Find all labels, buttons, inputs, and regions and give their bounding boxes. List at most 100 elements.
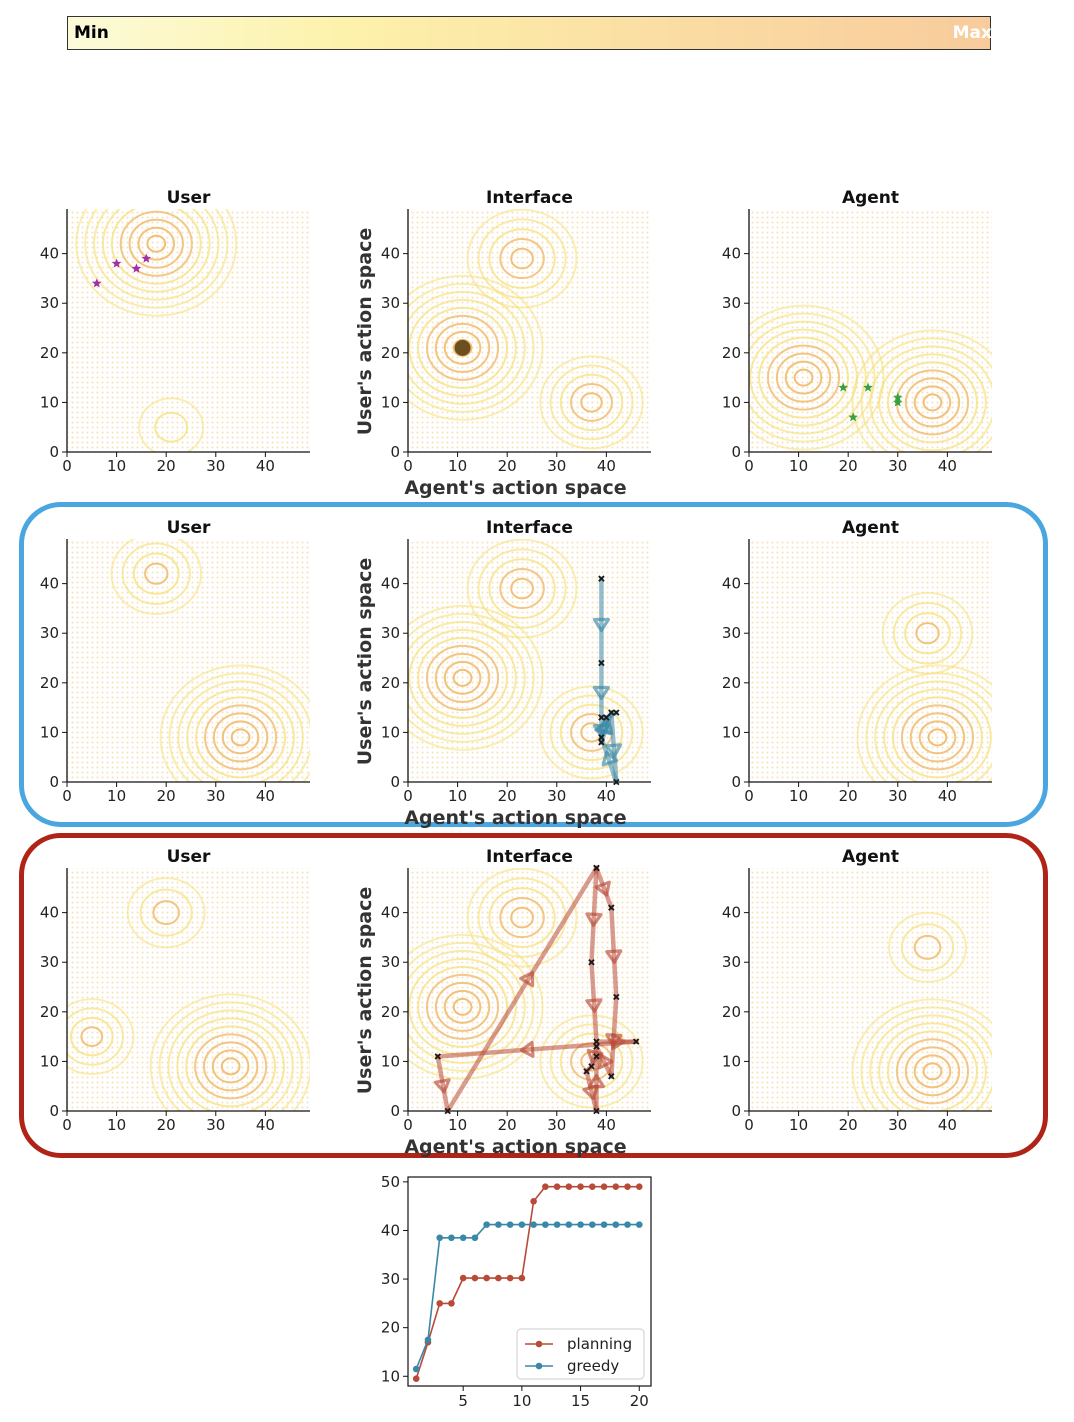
star-marker xyxy=(111,258,122,268)
trajectory-segment xyxy=(445,865,599,1114)
y-tick-label: 0 xyxy=(49,773,59,791)
contour-lines xyxy=(75,209,238,452)
data-point-planning xyxy=(506,1274,514,1282)
contour-ring xyxy=(466,868,578,968)
panel-greedy-user: 00 10 10 20 20 30 30 40 40 User xyxy=(40,518,310,805)
trajectory-point-marker xyxy=(593,864,600,872)
contour-ring xyxy=(559,373,624,432)
contour-ring xyxy=(466,539,578,639)
x-tick-label: 0 xyxy=(403,787,413,805)
trajectory-point-marker xyxy=(588,958,595,966)
panel-title-agent: Agent xyxy=(842,847,899,867)
contour-ring xyxy=(488,887,556,948)
contour-ring xyxy=(900,923,955,972)
contour-ring xyxy=(84,209,229,309)
y-tick-label: 10 xyxy=(381,393,400,411)
contour-ring xyxy=(869,1014,992,1111)
selection-circle-marker xyxy=(454,339,471,356)
contour-ring xyxy=(158,1001,303,1111)
x-tick-label: 10 xyxy=(789,457,808,475)
x-tick-label: 20 xyxy=(839,787,858,805)
contour-lines xyxy=(408,539,644,780)
trajectory-point-marker xyxy=(608,709,615,716)
panel-title-user: User xyxy=(167,847,211,867)
x-tick-label: 10 xyxy=(107,787,126,805)
x-marker-stroke xyxy=(434,1053,441,1060)
y-tick-label: 0 xyxy=(49,443,59,461)
data-point-planning xyxy=(448,1300,455,1307)
data-point-greedy xyxy=(565,1221,573,1228)
star-marker xyxy=(863,382,873,392)
y-axis-label: User's action space xyxy=(354,887,376,1095)
y-tick-label: 10 xyxy=(40,1052,59,1070)
x-tick-label: 40 xyxy=(256,457,275,475)
legend-marker-greedy xyxy=(535,1362,543,1370)
contour-ring xyxy=(510,577,534,600)
y-tick-label: 30 xyxy=(40,294,59,312)
contour-ring xyxy=(146,234,167,253)
y-tick-label: 40 xyxy=(381,245,400,263)
contour-ring xyxy=(499,897,545,939)
x-tick-label: 20 xyxy=(498,787,517,805)
contour-ring xyxy=(220,1057,241,1076)
data-point-greedy xyxy=(600,1221,608,1228)
contour-ring xyxy=(93,209,220,301)
contour-ring xyxy=(185,1025,277,1108)
y-tick-label: 20 xyxy=(381,344,400,362)
trajectory-point-marker xyxy=(598,739,605,746)
contour-ring xyxy=(434,652,491,703)
contour-ring xyxy=(211,1049,250,1084)
contour-ring xyxy=(408,628,517,727)
trajectory-point-marker xyxy=(613,778,620,786)
trajectory-greedy xyxy=(592,575,623,786)
contour-ring xyxy=(425,314,500,381)
contour-lines xyxy=(110,539,310,782)
contour-ring xyxy=(904,377,961,428)
contour-ring xyxy=(408,620,526,735)
contour-ring xyxy=(144,562,169,585)
contour-ring xyxy=(176,1017,285,1111)
y-tick-label: 10 xyxy=(40,393,59,411)
data-point-planning xyxy=(577,1183,584,1191)
contour-ring xyxy=(128,218,184,269)
data-point-planning xyxy=(412,1375,420,1383)
contour-ring xyxy=(221,720,260,755)
trajectory-point-marker xyxy=(598,575,605,582)
colorbar-max-label: Max xyxy=(952,23,992,43)
trajectory-point-marker xyxy=(434,1053,441,1060)
y-tick-label: 0 xyxy=(390,1102,400,1120)
x-tick-label: 30 xyxy=(206,787,225,805)
trajectory-point-marker xyxy=(583,1068,590,1075)
contour-ring xyxy=(874,680,992,782)
trajectory-point-marker xyxy=(593,1053,600,1060)
panel-dot-grid xyxy=(749,539,992,782)
contour-ring xyxy=(212,712,269,763)
trajectory-arrow-icon xyxy=(594,880,611,897)
x-tick-label: 10 xyxy=(448,457,467,475)
contour-ring xyxy=(913,1054,952,1089)
x-tick-label: 0 xyxy=(403,457,413,475)
y-tick-label: 40 xyxy=(40,245,59,263)
x-tick-label: 10 xyxy=(789,1116,808,1134)
contour-ring xyxy=(766,344,841,411)
data-point-greedy xyxy=(553,1221,561,1228)
x-tick-label: 40 xyxy=(938,787,957,805)
contour-ring xyxy=(758,336,849,419)
panel-title-agent: Agent xyxy=(842,188,899,208)
contour-ring xyxy=(408,274,544,421)
data-point-greedy xyxy=(459,1234,467,1242)
contour-ring xyxy=(488,228,556,289)
contour-ring xyxy=(425,973,500,1040)
trajectory-arrow-icon xyxy=(519,1040,535,1058)
line-chart-y-tick-label: 30 xyxy=(381,1270,400,1288)
contour-ring xyxy=(559,703,624,762)
line-chart-y-tick-label: 20 xyxy=(381,1319,400,1337)
contour-ring xyxy=(80,1026,104,1047)
contour-ring xyxy=(119,210,193,277)
contour-ring xyxy=(434,981,491,1032)
contour-ring xyxy=(915,622,940,645)
panel-title-interface: Interface xyxy=(486,847,573,867)
y-tick-label: 30 xyxy=(381,294,400,312)
x-marker-stroke xyxy=(593,1038,600,1045)
